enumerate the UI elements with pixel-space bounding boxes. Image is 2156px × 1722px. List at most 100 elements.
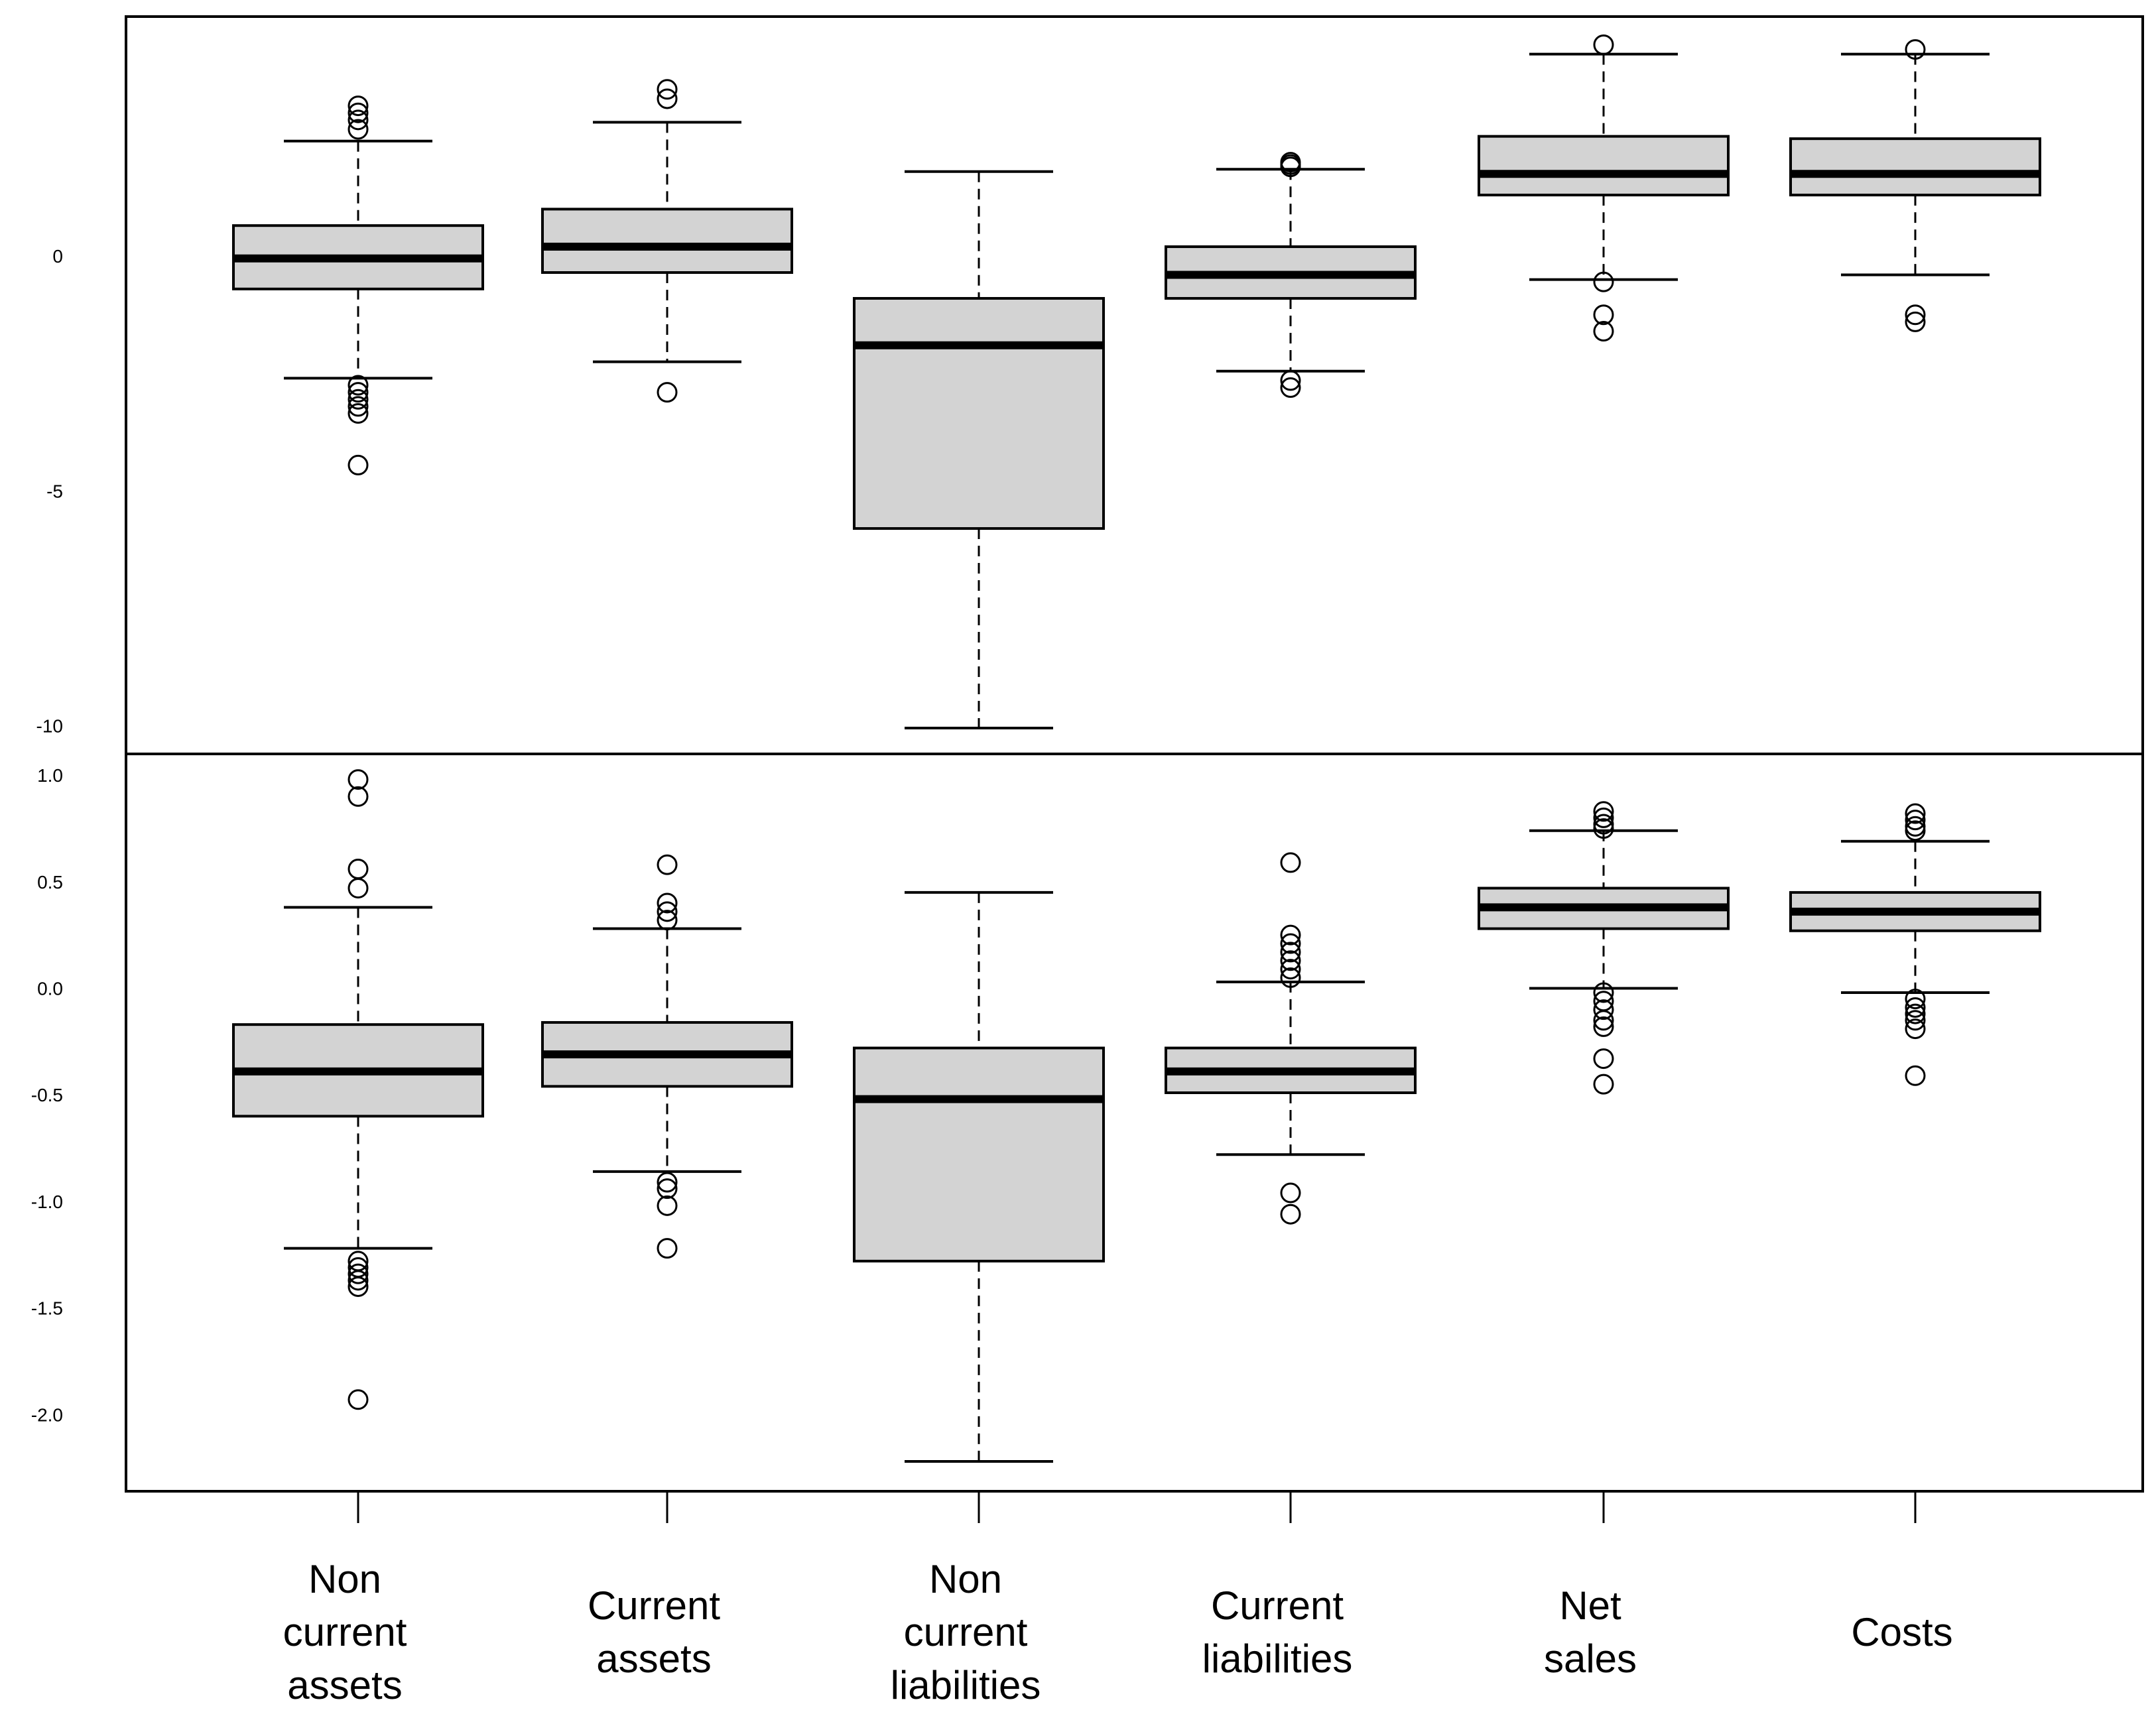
x-category-label: liabilities [891, 1663, 1041, 1707]
x-category-label: assets [596, 1636, 711, 1681]
bottom-y-tick-label: 0.5 [37, 872, 63, 892]
outlier-point [1280, 852, 1301, 873]
outlier-point [348, 389, 369, 410]
outlier-point [1905, 39, 1926, 60]
top-box-current-liabilities [1165, 152, 1417, 399]
x-axis: Non current assets Current assets Non current l… [283, 1491, 1953, 1707]
bottom-box-current-liabilities [1165, 852, 1417, 1225]
outlier-point [348, 402, 369, 424]
outlier-point [348, 769, 369, 790]
outlier-point [348, 95, 369, 117]
bottom-y-tick-label: -0.5 [31, 1085, 63, 1105]
outlier-point [657, 901, 678, 922]
outlier-point [1593, 271, 1614, 292]
x-category-label: Costs [1851, 1610, 1952, 1654]
outlier-point [1280, 156, 1301, 178]
outlier-point [1280, 933, 1301, 954]
top-y-tick-label: 0 [52, 246, 63, 267]
interquartile-box [853, 296, 1105, 530]
top-box-costs [1789, 39, 2041, 332]
top-box-current-assets [541, 79, 793, 403]
outlier-point [1905, 1018, 1926, 1040]
outlier-point [1905, 311, 1926, 332]
bottom-y-tick-label: 0.0 [37, 979, 63, 999]
outlier-point [1280, 1182, 1301, 1203]
outlier-point [657, 854, 678, 875]
x-category-label: current [283, 1610, 407, 1654]
outlier-point [1280, 959, 1301, 980]
outlier-point [657, 88, 678, 109]
outlier-point [348, 877, 369, 898]
top-y-tick-label: -10 [36, 716, 63, 737]
outlier-point [348, 119, 369, 140]
x-category-label: sales [1544, 1636, 1637, 1681]
outlier-point [1280, 1203, 1301, 1225]
outlier-point [1280, 924, 1301, 946]
top-box-non-current-liabilities [853, 170, 1105, 730]
x-category-label: Net [1559, 1583, 1621, 1628]
outlier-point [657, 1238, 678, 1259]
x-category-label: Non [929, 1557, 1002, 1601]
x-category-label: Non [308, 1557, 381, 1601]
top-box-non-current-assets [232, 95, 484, 475]
outlier-point [1593, 304, 1614, 326]
outlier-point [1905, 803, 1926, 824]
outlier-point [348, 109, 369, 131]
outlier-point [348, 396, 369, 417]
outlier-point [1905, 997, 1926, 1018]
outlier-point [1280, 967, 1301, 988]
outlier-point [1905, 989, 1926, 1010]
outlier-point [1593, 818, 1614, 839]
interquartile-box [1478, 135, 1730, 197]
outlier-point [657, 1195, 678, 1216]
outlier-point [348, 382, 369, 403]
outlier-point [1280, 950, 1301, 971]
outlier-point [1593, 807, 1614, 828]
outlier-point [1593, 34, 1614, 55]
outlier-point [348, 859, 369, 880]
outlier-point [348, 786, 369, 807]
outlier-point [348, 1263, 369, 1284]
outlier-point [1593, 1048, 1614, 1070]
outlier-point [657, 79, 678, 100]
outlier-point [1905, 304, 1926, 326]
x-category-label: Current [1211, 1583, 1344, 1628]
interquartile-box [541, 208, 793, 275]
bottom-box-non-current-assets [232, 769, 484, 1410]
top-y-tick-label: -5 [46, 481, 63, 501]
bottom-panel-frame [125, 753, 2144, 1493]
bottom-box-net-sales [1478, 801, 1730, 1095]
x-category-label: assets [287, 1663, 402, 1707]
outlier-point [1593, 982, 1614, 1003]
bottom-y-tick-label: 1.0 [37, 765, 63, 786]
outlier-point [1280, 370, 1301, 391]
bottom-y-tick-label: -1.0 [31, 1192, 63, 1212]
outlier-point [348, 1389, 369, 1410]
outlier-point [348, 1270, 369, 1291]
outlier-point [1593, 1074, 1614, 1095]
outlier-point [348, 1276, 369, 1297]
bottom-box-non-current-liabilities [853, 891, 1105, 1463]
outlier-point [1280, 942, 1301, 963]
outlier-point [657, 1172, 678, 1193]
outlier-point [657, 382, 678, 403]
outlier-point [1593, 1016, 1614, 1037]
outlier-point [1905, 1010, 1926, 1031]
top-panel: 0 -5 -10 [36, 15, 2144, 755]
outlier-point [657, 910, 678, 931]
outlier-point [1593, 999, 1614, 1020]
interquartile-box [853, 1046, 1105, 1262]
top-panel-frame [125, 15, 2144, 755]
outlier-point [657, 892, 678, 914]
x-category-label: liabilities [1202, 1636, 1353, 1681]
outlier-point [1593, 1010, 1614, 1031]
outlier-point [1905, 820, 1926, 841]
outlier-point [1280, 377, 1301, 399]
x-category-label: current [904, 1610, 1028, 1654]
outlier-point [1905, 1003, 1926, 1024]
outlier-point [657, 1178, 678, 1199]
outlier-point [348, 102, 369, 123]
bottom-box-costs [1789, 803, 2041, 1086]
outlier-point [348, 454, 369, 475]
